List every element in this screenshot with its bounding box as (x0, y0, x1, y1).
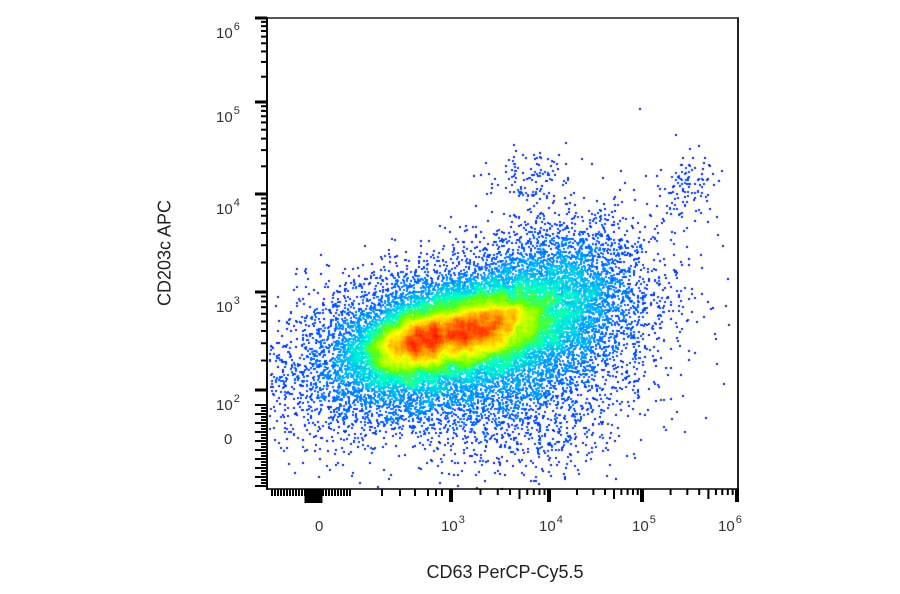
density-scatter (268, 19, 737, 490)
x-tick-label: 0 (315, 518, 324, 535)
x-tick-label: 105 (632, 514, 656, 535)
x-axis-title: CD63 PerCP-Cy5.5 (426, 562, 584, 582)
y-tick-label: 105 (216, 105, 240, 126)
y-tick-label: 103 (216, 295, 240, 316)
plot-area (266, 17, 739, 490)
y-tick-label: 106 (216, 21, 240, 42)
y-tick-label: 104 (216, 197, 240, 218)
x-tick-label: 104 (539, 514, 563, 535)
y-axis-title: CD203c APC (154, 199, 175, 307)
x-tick-label: 106 (718, 514, 742, 535)
x-tick-label: 103 (441, 514, 465, 535)
y-tick-label: 102 (216, 393, 240, 414)
y-tick-label: 0 (224, 431, 233, 448)
